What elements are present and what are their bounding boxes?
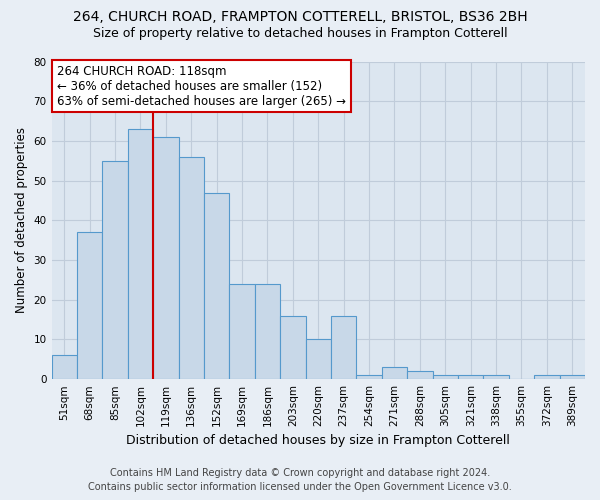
Bar xyxy=(305,340,331,379)
Bar xyxy=(128,129,153,379)
Bar xyxy=(407,371,433,379)
Text: 264 CHURCH ROAD: 118sqm
← 36% of detached houses are smaller (152)
63% of semi-d: 264 CHURCH ROAD: 118sqm ← 36% of detache… xyxy=(57,64,346,108)
Bar xyxy=(331,316,356,379)
Bar xyxy=(534,375,560,379)
Bar xyxy=(255,284,280,379)
Bar xyxy=(382,368,407,379)
Bar xyxy=(356,375,382,379)
Y-axis label: Number of detached properties: Number of detached properties xyxy=(15,128,28,314)
Bar xyxy=(77,232,103,379)
Bar xyxy=(280,316,305,379)
Bar xyxy=(484,375,509,379)
Bar xyxy=(52,356,77,379)
Bar xyxy=(458,375,484,379)
Bar xyxy=(204,192,229,379)
Bar xyxy=(433,375,458,379)
Bar xyxy=(153,137,179,379)
Text: 264, CHURCH ROAD, FRAMPTON COTTERELL, BRISTOL, BS36 2BH: 264, CHURCH ROAD, FRAMPTON COTTERELL, BR… xyxy=(73,10,527,24)
Bar xyxy=(103,161,128,379)
Text: Size of property relative to detached houses in Frampton Cotterell: Size of property relative to detached ho… xyxy=(92,28,508,40)
Bar xyxy=(179,157,204,379)
Text: Contains HM Land Registry data © Crown copyright and database right 2024.
Contai: Contains HM Land Registry data © Crown c… xyxy=(88,468,512,492)
Bar xyxy=(560,375,585,379)
X-axis label: Distribution of detached houses by size in Frampton Cotterell: Distribution of detached houses by size … xyxy=(127,434,510,448)
Bar xyxy=(229,284,255,379)
